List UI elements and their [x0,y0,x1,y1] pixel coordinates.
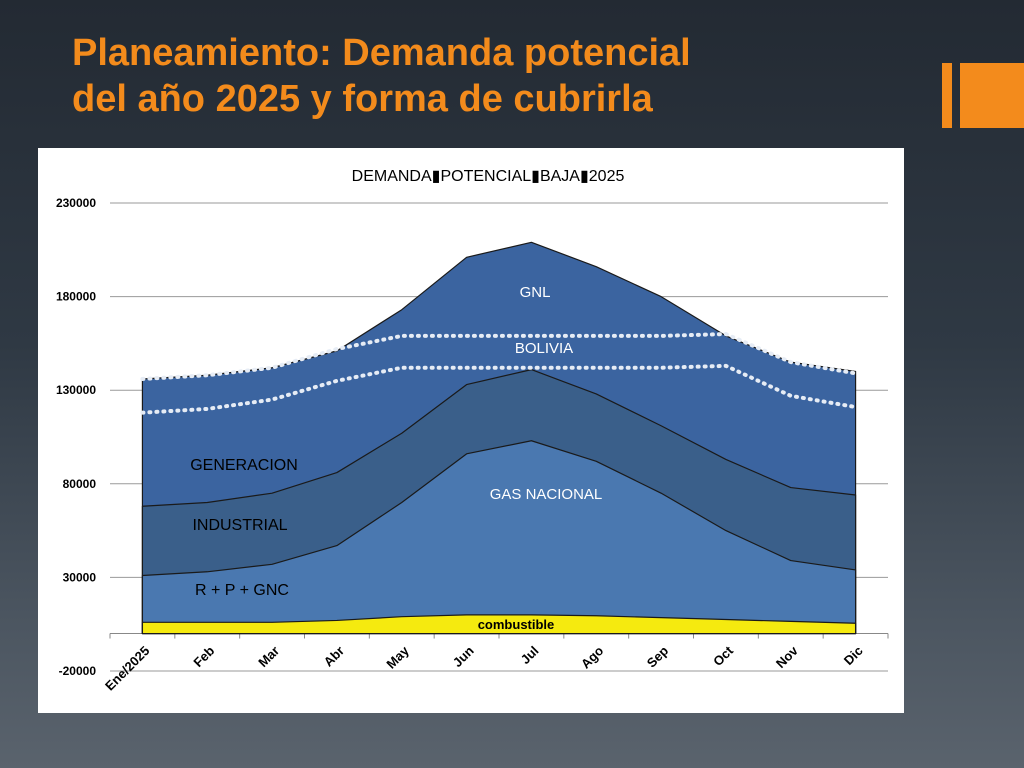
chart-container: DEMANDA▮POTENCIAL▮BAJA▮2025 230000 180000… [38,148,904,713]
y-tick-label: 30000 [63,570,97,584]
x-tick-label: Dic [841,643,866,668]
x-tick-label: Nov [773,643,802,672]
label-industrial: INDUSTRIAL [192,517,287,534]
x-tick-label: Sep [644,643,672,671]
x-tick-label: Jun [450,643,477,670]
x-axis-tick-labels: Ene/2025 Feb Mar Abr May Jun Jul Ago Sep Oct Nov Di… [102,643,866,694]
y-tick-label: 180000 [56,290,96,304]
decorative-thin-bar [942,63,952,128]
x-tick-label: Abr [321,643,347,669]
label-generacion: GENERACION [190,457,298,474]
y-tick-label: 80000 [63,477,97,491]
x-tick-label: Ago [578,643,607,672]
bolivia-dotted-lines [140,332,858,415]
label-gnl: GNL [520,284,551,301]
y-tick-label: 230000 [56,196,96,210]
label-gas-nacional: GAS NACIONAL [490,486,603,503]
label-combustible: combustible [478,617,555,632]
slide-title: Planeamiento: Demanda potencial del año … [72,30,892,122]
area-r-p-gnc [141,440,857,635]
x-tick-label: Feb [190,643,217,670]
x-tick-label: Ene/2025 [102,643,152,693]
area-series [141,241,857,635]
x-tick-label: Oct [710,643,736,669]
title-line-1: Planeamiento: Demanda potencial [72,32,691,74]
label-r-p-gnc: R + P + GNC [195,582,289,599]
x-tick-label: Jul [518,643,542,667]
area-combustible [141,614,857,635]
x-tick-label: Mar [255,643,282,670]
label-bolivia: BOLIVIA [515,340,573,357]
demand-area-chart: DEMANDA▮POTENCIAL▮BAJA▮2025 230000 180000… [56,168,889,694]
bolivia-upper-line [140,332,858,381]
x-tick-label: May [383,643,412,672]
chart-title: DEMANDA▮POTENCIAL▮BAJA▮2025 [352,168,625,185]
y-axis-tick-labels: 230000 180000 130000 80000 30000 -20000 [56,196,96,678]
decorative-wide-bar [960,63,1024,128]
bolivia-lower-line [140,363,858,415]
y-tick-label: 130000 [56,383,96,397]
title-line-2: del año 2025 y forma de cubrirla [72,78,653,120]
series-annotations: GNL BOLIVIA GENERACION GAS NACIONAL INDU… [190,284,602,632]
y-tick-label: -20000 [59,664,97,678]
